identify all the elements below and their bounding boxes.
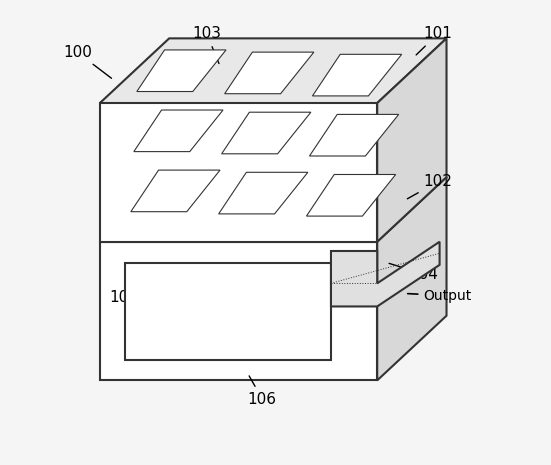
Polygon shape bbox=[100, 242, 377, 380]
Polygon shape bbox=[306, 174, 396, 216]
Text: Output: Output bbox=[408, 288, 472, 303]
Polygon shape bbox=[100, 39, 446, 103]
Polygon shape bbox=[225, 52, 314, 94]
Text: 102: 102 bbox=[407, 174, 452, 199]
Text: 105: 105 bbox=[109, 286, 142, 305]
Text: 101: 101 bbox=[416, 27, 452, 55]
Polygon shape bbox=[312, 54, 402, 96]
Polygon shape bbox=[134, 110, 223, 152]
Polygon shape bbox=[377, 39, 446, 242]
Polygon shape bbox=[125, 263, 331, 359]
Polygon shape bbox=[100, 177, 446, 242]
Polygon shape bbox=[137, 50, 226, 92]
Text: 104: 104 bbox=[389, 263, 439, 282]
Polygon shape bbox=[331, 242, 440, 306]
Text: 106: 106 bbox=[248, 376, 277, 406]
Text: 103: 103 bbox=[192, 27, 222, 64]
Polygon shape bbox=[222, 112, 311, 154]
Polygon shape bbox=[219, 173, 308, 214]
Polygon shape bbox=[377, 177, 446, 380]
Polygon shape bbox=[100, 103, 377, 242]
Text: 100: 100 bbox=[63, 45, 111, 78]
Polygon shape bbox=[310, 114, 399, 156]
Polygon shape bbox=[131, 170, 220, 212]
